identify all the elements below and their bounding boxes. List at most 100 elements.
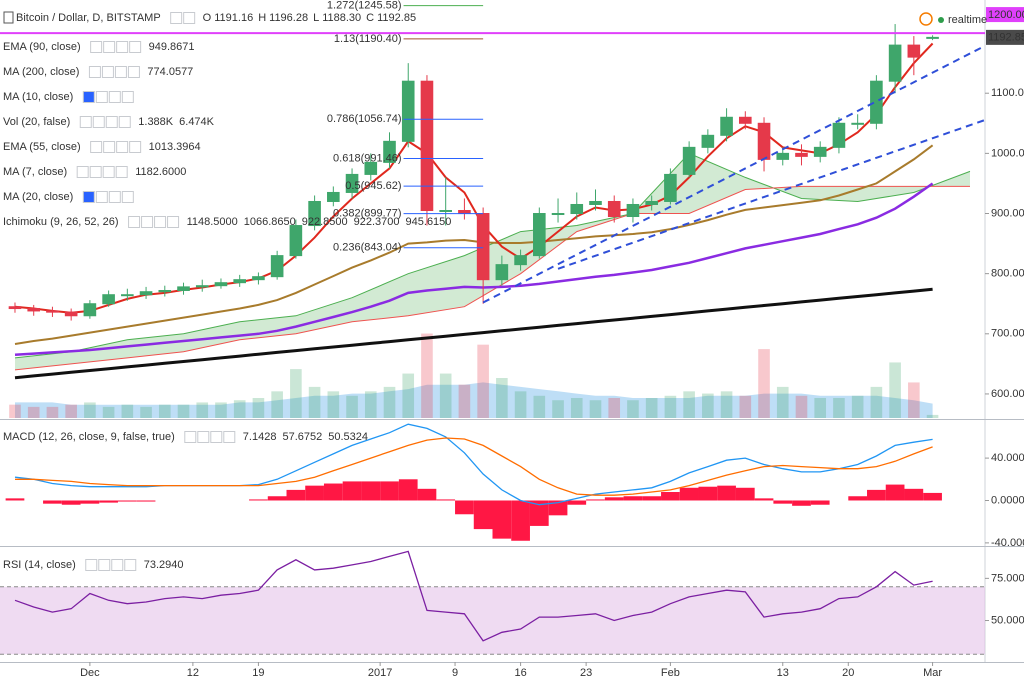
legend-button[interactable] <box>79 116 92 128</box>
candle-body <box>701 134 715 148</box>
legend-button[interactable] <box>116 41 129 53</box>
histogram-bar <box>436 499 456 501</box>
legend-button[interactable] <box>82 91 95 103</box>
ohlc-value: 1196.28 <box>269 12 308 24</box>
candle-body <box>607 200 621 218</box>
volume-bar <box>908 382 920 418</box>
histogram-bar <box>286 489 306 501</box>
legend-button[interactable] <box>183 12 196 24</box>
candle-body <box>645 200 658 205</box>
candle-body <box>46 310 59 313</box>
indicator-name: EMA (90, close) <box>3 41 81 53</box>
y-tick-label: 75.0000 <box>991 572 1024 584</box>
indicator-value: 1066.8650 <box>244 216 296 228</box>
volume-bar <box>870 386 883 418</box>
y-tick-label: 1100.00 <box>991 87 1024 99</box>
indicator-value: 945.6150 <box>406 216 452 228</box>
moving-average <box>14 287 933 380</box>
histogram-bar <box>323 483 343 501</box>
volume-bar <box>27 406 40 418</box>
candle-body <box>158 289 172 293</box>
legend-button[interactable] <box>127 66 140 78</box>
fib-label: 0.382(899.77) <box>333 208 402 220</box>
volume-bar <box>496 378 508 418</box>
legend-button[interactable] <box>114 66 127 78</box>
histogram-bar <box>99 500 118 503</box>
candle-body <box>233 279 247 284</box>
legend-button[interactable] <box>88 66 101 78</box>
hline-label: 1200.00 <box>988 9 1024 21</box>
legend-button[interactable] <box>95 191 108 203</box>
rsi-band <box>0 586 985 655</box>
candle-body <box>757 122 771 160</box>
candle-body <box>926 36 939 39</box>
legend-button[interactable] <box>210 431 223 443</box>
legend-button[interactable] <box>170 12 183 24</box>
histogram-bar <box>848 496 868 501</box>
volume-bar <box>608 398 621 418</box>
legend-button[interactable] <box>124 559 137 571</box>
x-tick-label: 19 <box>252 667 264 679</box>
volume-bar <box>645 398 658 418</box>
panel-2 <box>0 550 985 655</box>
volume-bar <box>383 386 396 418</box>
volume-bar <box>664 395 677 418</box>
legend-button[interactable] <box>85 559 98 571</box>
legend-button[interactable] <box>115 166 128 178</box>
legend-button[interactable] <box>121 91 134 103</box>
histogram-bar <box>61 500 81 505</box>
volume-bar <box>308 386 321 418</box>
legend-button[interactable] <box>103 41 116 53</box>
legend-button[interactable] <box>197 431 210 443</box>
legend-button[interactable] <box>121 191 134 203</box>
alert-icon[interactable] <box>919 12 933 26</box>
indicator-name: MA (200, close) <box>3 66 79 78</box>
histogram-bar <box>810 500 830 505</box>
legend-button[interactable] <box>118 116 131 128</box>
legend-button[interactable] <box>184 431 197 443</box>
legend-button[interactable] <box>167 216 180 228</box>
histogram-bar <box>735 487 755 501</box>
legend-button[interactable] <box>90 141 103 153</box>
legend-button[interactable] <box>129 41 142 53</box>
legend-button[interactable] <box>105 116 118 128</box>
legend-button[interactable] <box>141 216 154 228</box>
histogram-bar <box>642 496 662 501</box>
legend-button[interactable] <box>95 91 108 103</box>
legend-button[interactable] <box>102 166 115 178</box>
candle-body <box>813 146 827 157</box>
legend-button[interactable] <box>76 166 89 178</box>
legend-button[interactable] <box>98 559 111 571</box>
legend-button[interactable] <box>82 191 95 203</box>
volume-bar <box>215 402 227 418</box>
legend-button[interactable] <box>103 141 116 153</box>
ohlc-value: 1191.16 <box>214 12 253 24</box>
volume-bar <box>702 393 714 418</box>
legend-button[interactable] <box>154 216 167 228</box>
candle-body <box>832 122 846 148</box>
volume-bar <box>683 391 695 418</box>
indicator-value: 1.388K <box>138 116 174 128</box>
fib-label: 0.618(991.46) <box>333 152 402 164</box>
histogram-bar <box>623 496 643 501</box>
indicator-name: Ichimoku (9, 26, 52, 26) <box>3 216 119 228</box>
volume-bar <box>140 406 152 418</box>
legend-button[interactable] <box>116 141 129 153</box>
histogram-bar <box>80 500 100 504</box>
moving-average <box>14 182 934 357</box>
legend-button[interactable] <box>111 559 124 571</box>
legend-button[interactable] <box>108 191 121 203</box>
legend-button[interactable] <box>89 166 102 178</box>
legend-button[interactable] <box>129 141 142 153</box>
legend-button[interactable] <box>108 91 121 103</box>
x-tick-label: 12 <box>187 667 199 679</box>
candle-body <box>327 191 340 202</box>
legend-button[interactable] <box>223 431 236 443</box>
y-tick-label: 40.0000 <box>991 452 1024 464</box>
legend-button[interactable] <box>90 41 103 53</box>
collapse-icon[interactable] <box>3 11 14 24</box>
legend-button[interactable] <box>128 216 141 228</box>
legend-button[interactable] <box>92 116 105 128</box>
legend-button[interactable] <box>101 66 114 78</box>
